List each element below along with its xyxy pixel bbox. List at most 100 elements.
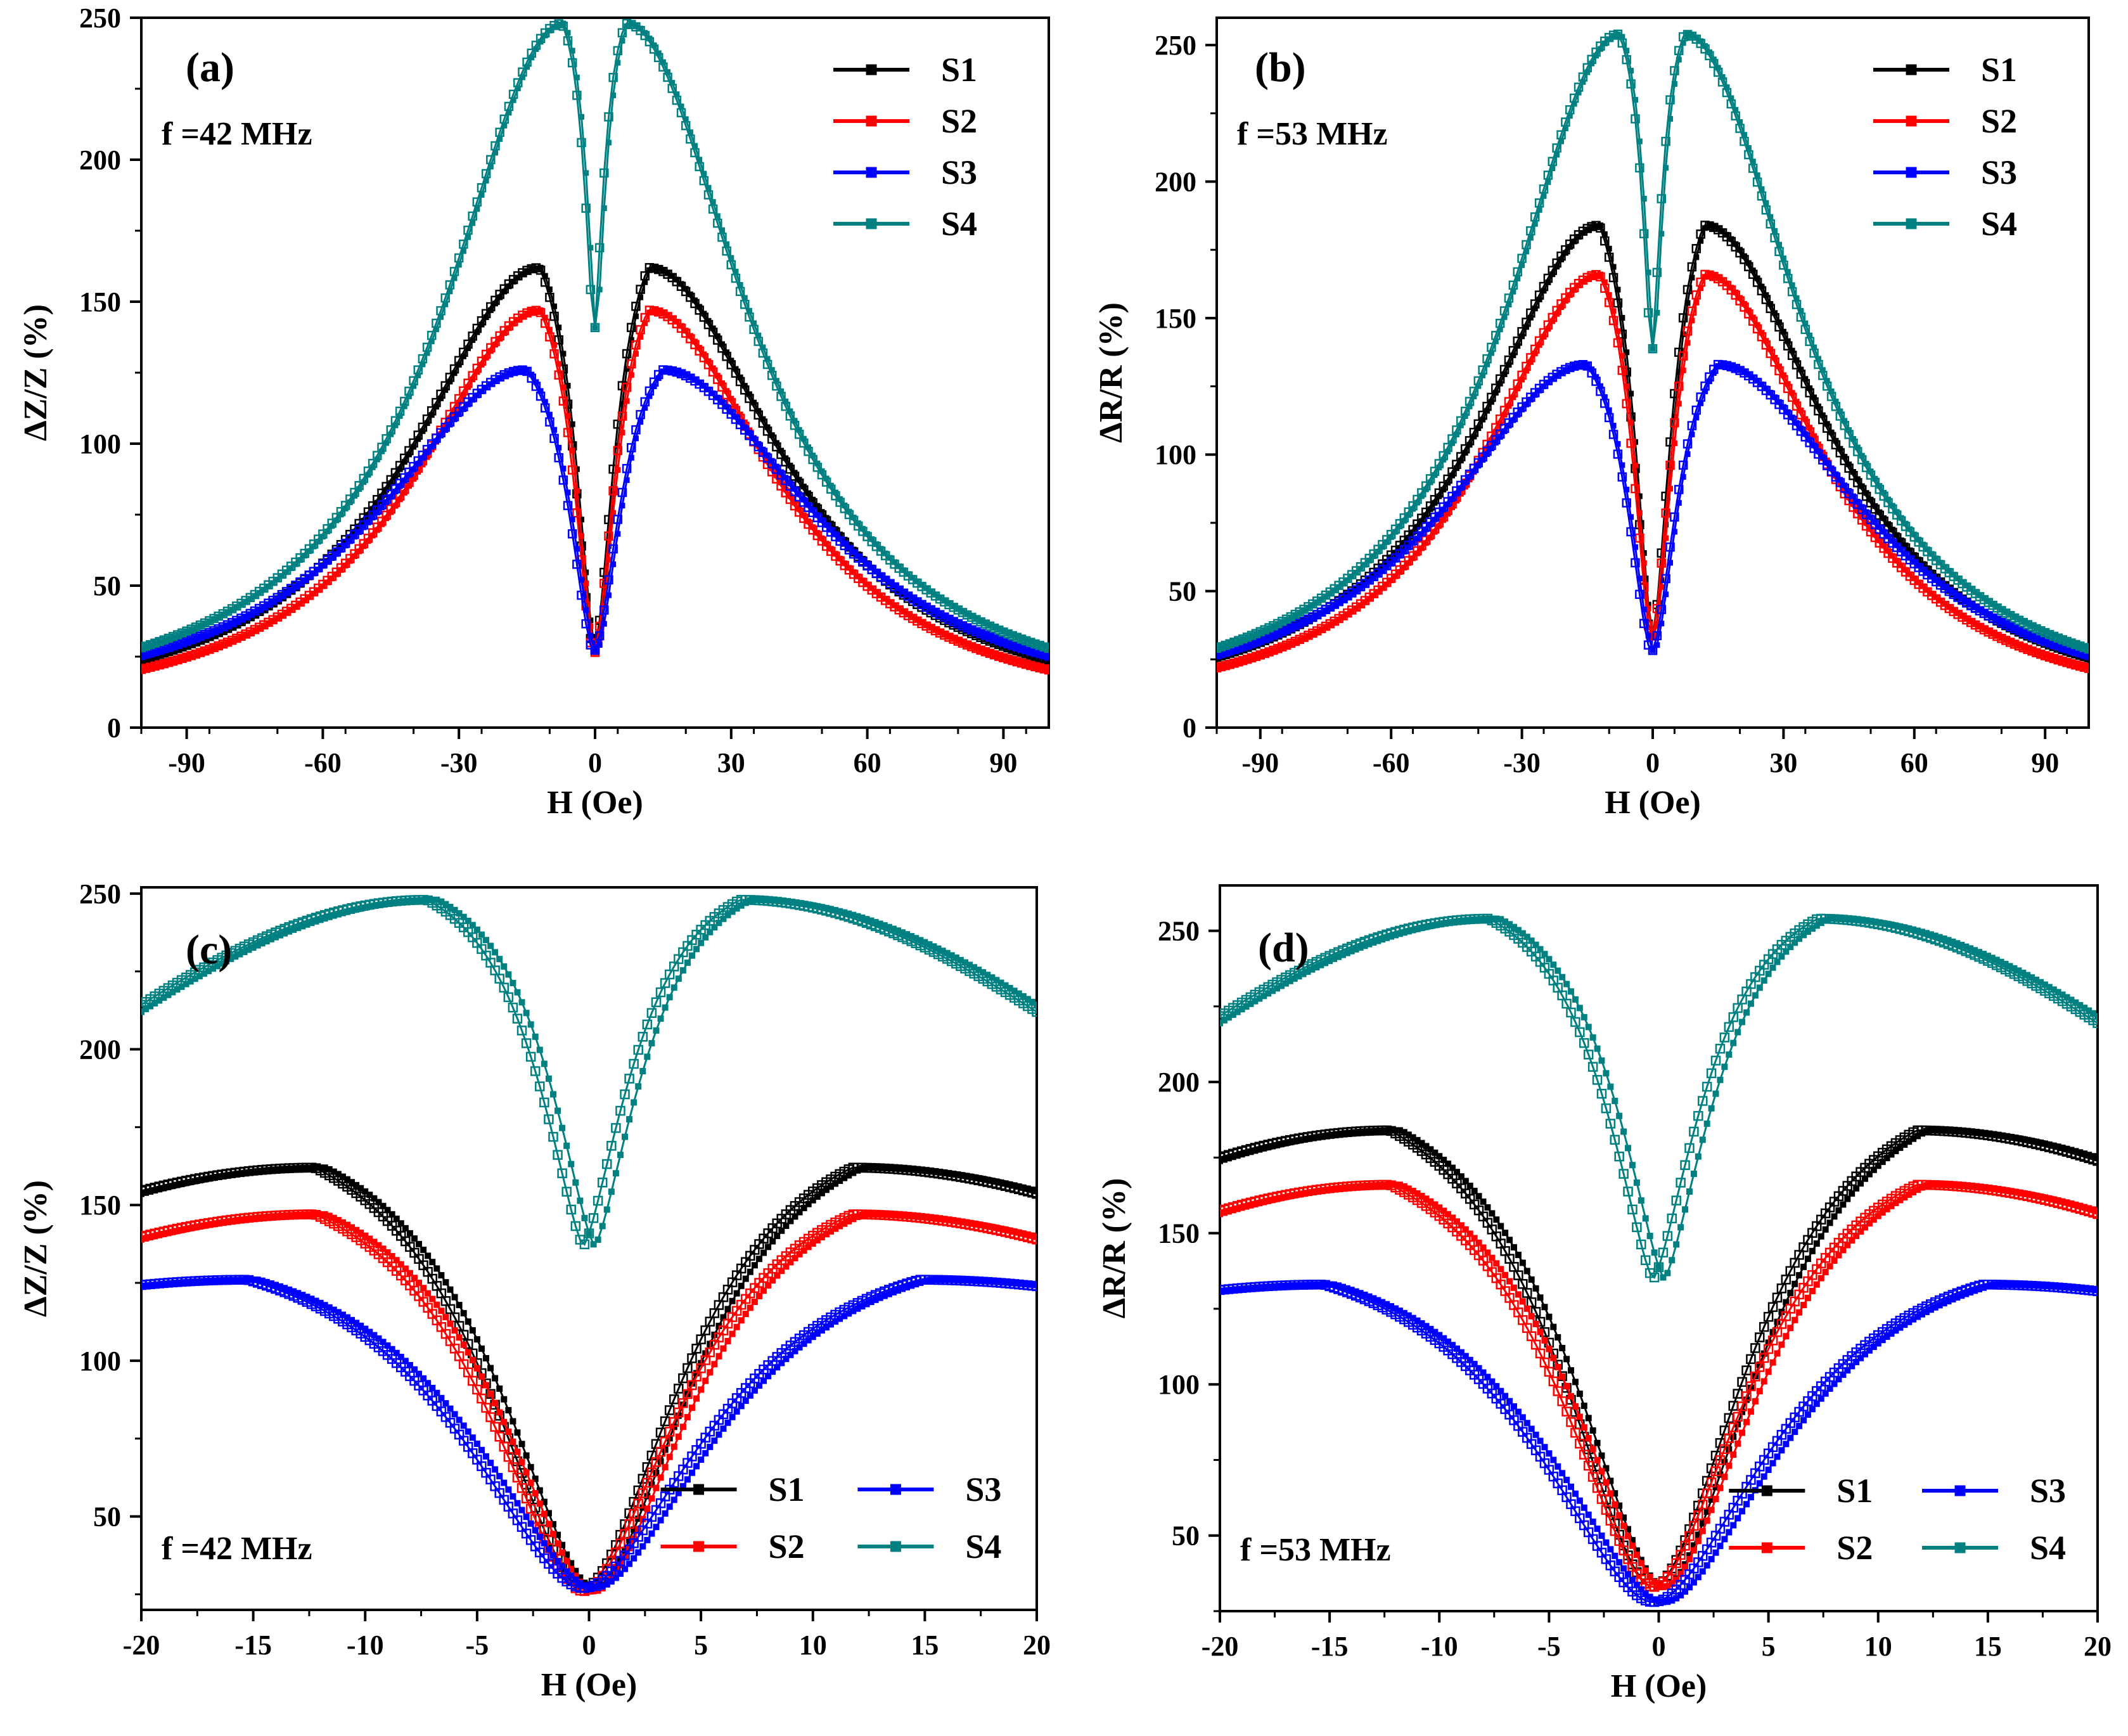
data-point [724, 349, 730, 356]
data-point [1789, 282, 1795, 288]
data-point [1684, 340, 1691, 346]
data-point [1541, 193, 1547, 199]
data-point [683, 1363, 693, 1373]
data-point [527, 1463, 534, 1470]
data-point [1683, 326, 1693, 336]
data-point [527, 1021, 534, 1028]
y-tick-label: 250 [79, 878, 121, 910]
data-point [392, 473, 399, 479]
data-point [653, 1524, 660, 1531]
data-point [470, 220, 476, 226]
data-point [523, 1514, 530, 1521]
data-point [451, 275, 458, 281]
data-point [583, 170, 589, 176]
data-point [619, 37, 625, 44]
data-point [773, 378, 779, 384]
data-point [1536, 207, 1542, 213]
x-tick-label: 60 [854, 747, 881, 778]
data-point [1776, 241, 1783, 248]
data-point [483, 937, 490, 944]
y-tick-label: 100 [1155, 439, 1196, 470]
data-point [1604, 413, 1614, 423]
data-point [1510, 394, 1516, 401]
data-point [765, 1244, 772, 1251]
data-point [397, 466, 403, 472]
data-point [1639, 619, 1649, 628]
data-point [599, 1223, 606, 1230]
data-point [787, 1259, 794, 1266]
data-point [1423, 512, 1429, 518]
data-point [478, 931, 485, 938]
data-point [433, 438, 439, 444]
data-point [487, 1365, 494, 1372]
data-point [451, 1294, 458, 1301]
data-point [501, 288, 508, 295]
data-point [701, 170, 707, 177]
x-tick-label: -90 [1241, 747, 1279, 778]
data-point [746, 430, 752, 436]
data-point [516, 1026, 527, 1036]
data-point [559, 1563, 566, 1570]
data-point [594, 631, 605, 641]
data-point [551, 303, 558, 309]
data-point [1432, 499, 1438, 506]
data-point [579, 533, 585, 539]
data-point [651, 42, 657, 48]
data-point [678, 103, 684, 110]
series-S3 [141, 1275, 1037, 1593]
data-point [442, 427, 449, 433]
data-point [1889, 527, 1895, 533]
data-point [570, 1221, 581, 1231]
data-point [751, 1262, 758, 1269]
data-point [392, 503, 399, 509]
data-point [1698, 38, 1704, 44]
data-point [420, 428, 426, 434]
data-point [416, 1240, 423, 1247]
data-point [557, 1168, 567, 1178]
data-point [392, 422, 399, 428]
data-point [783, 398, 789, 404]
data-point [741, 424, 748, 430]
data-point [549, 349, 559, 359]
data-point [347, 558, 353, 564]
data-point [563, 501, 573, 510]
data-point [738, 1403, 745, 1410]
data-point [383, 499, 390, 505]
data-point [1440, 486, 1447, 492]
data-point [1780, 372, 1786, 378]
data-point [1597, 271, 1603, 278]
data-point [1492, 390, 1499, 396]
data-point [375, 1199, 382, 1206]
data-point [1772, 394, 1778, 401]
data-point [1584, 361, 1591, 368]
data-point [366, 1328, 373, 1335]
data-point [655, 1446, 666, 1457]
data-point [1601, 279, 1608, 285]
data-point [429, 1384, 436, 1391]
data-point [1881, 489, 1887, 496]
legend-marker [1906, 64, 1917, 75]
data-point [633, 1045, 643, 1055]
data-point [594, 1236, 601, 1243]
data-point [792, 418, 798, 424]
data-point [1624, 383, 1630, 389]
data-point [653, 1484, 660, 1491]
data-point [406, 472, 412, 478]
data-point [406, 1361, 413, 1368]
data-point [631, 1099, 638, 1106]
data-point [551, 342, 558, 348]
data-point [1750, 314, 1756, 321]
data-point [604, 112, 613, 122]
data-point [554, 453, 563, 463]
data-point [1506, 403, 1512, 409]
data-point [1811, 394, 1817, 401]
data-point [1693, 415, 1700, 421]
data-point [729, 1413, 736, 1420]
data-point [588, 1213, 599, 1223]
data-point [627, 323, 636, 332]
data-point [536, 1533, 543, 1540]
data-point [624, 477, 630, 483]
data-point [1453, 465, 1459, 472]
data-point [622, 1133, 629, 1140]
data-point [1850, 468, 1856, 475]
